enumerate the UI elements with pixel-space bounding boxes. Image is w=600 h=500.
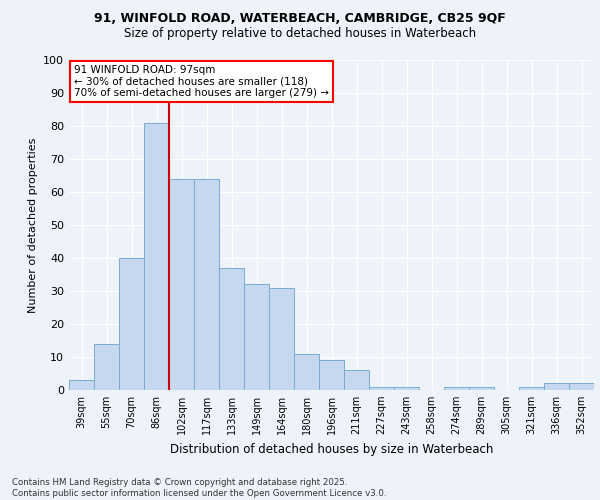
Text: Size of property relative to detached houses in Waterbeach: Size of property relative to detached ho… [124,28,476,40]
Bar [319,360,344,390]
Bar [69,380,94,390]
Bar [94,344,119,390]
X-axis label: Distribution of detached houses by size in Waterbeach: Distribution of detached houses by size … [170,442,493,456]
Bar [369,386,394,390]
Bar [269,288,294,390]
Bar [219,268,244,390]
Bar [119,258,144,390]
Bar [244,284,269,390]
Text: Contains HM Land Registry data © Crown copyright and database right 2025.
Contai: Contains HM Land Registry data © Crown c… [12,478,386,498]
Bar [294,354,319,390]
Bar [444,386,469,390]
Bar [544,384,569,390]
Text: 91 WINFOLD ROAD: 97sqm
← 30% of detached houses are smaller (118)
70% of semi-de: 91 WINFOLD ROAD: 97sqm ← 30% of detached… [74,65,329,98]
Y-axis label: Number of detached properties: Number of detached properties [28,138,38,312]
Bar [144,122,169,390]
Bar [469,386,494,390]
Bar [394,386,419,390]
Bar [569,384,594,390]
Bar [344,370,369,390]
Bar [194,179,219,390]
Text: 91, WINFOLD ROAD, WATERBEACH, CAMBRIDGE, CB25 9QF: 91, WINFOLD ROAD, WATERBEACH, CAMBRIDGE,… [94,12,506,26]
Bar [169,179,194,390]
Bar [519,386,544,390]
